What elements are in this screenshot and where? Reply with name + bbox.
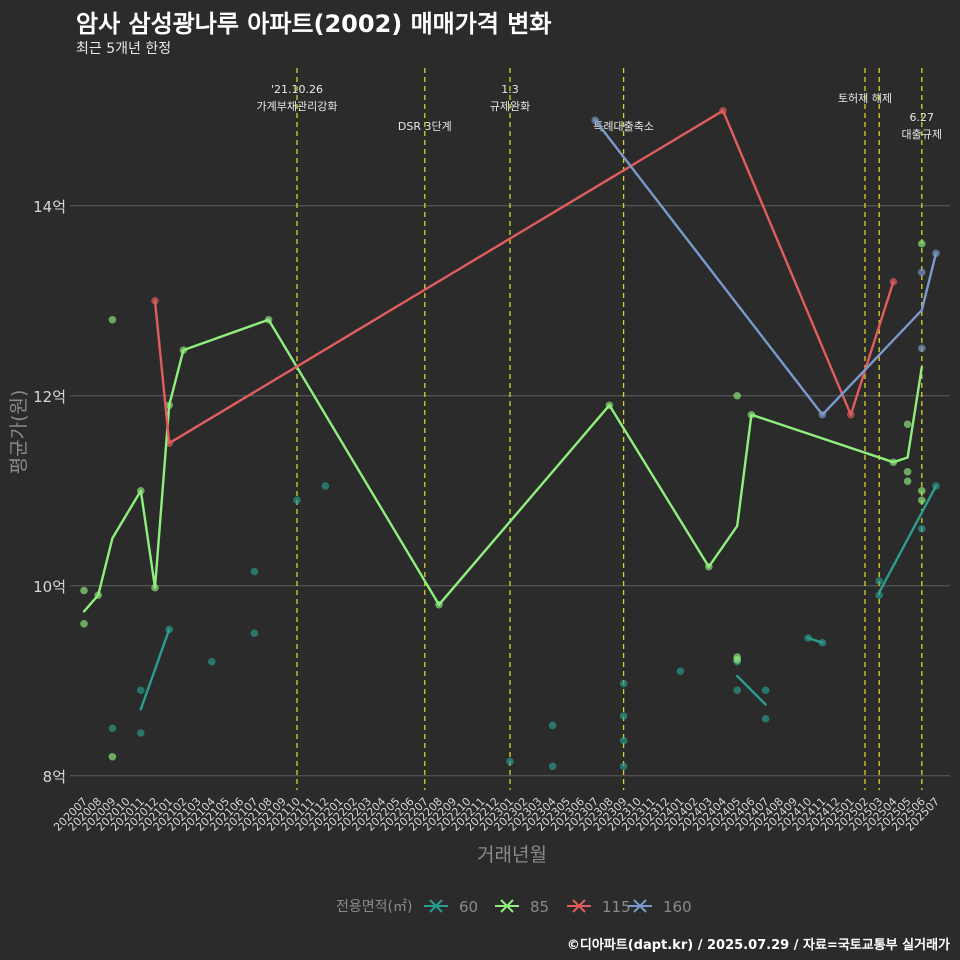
- data-point: [293, 496, 301, 505]
- data-point: [137, 729, 145, 737]
- event-label: 대출규제: [902, 128, 942, 141]
- series-line: [153, 109, 895, 445]
- series-lines: [82, 109, 938, 711]
- legend-title: 전용면적(㎡): [336, 899, 412, 915]
- legend-label: 115: [602, 898, 631, 916]
- y-axis-label: 평균가(원): [8, 390, 30, 475]
- data-point: [108, 752, 117, 761]
- data-point: [918, 486, 926, 495]
- legend-key-mark: [500, 899, 514, 913]
- data-point: [918, 239, 926, 248]
- series-line: [139, 628, 171, 711]
- y-axis: 8억 10억 12억 14억: [33, 198, 66, 786]
- series-line: [594, 118, 938, 416]
- y-tick-label: 8억: [43, 768, 66, 786]
- series-line: [736, 674, 767, 706]
- legend-key-mark: [633, 899, 647, 913]
- legend-label: 85: [530, 898, 549, 916]
- data-points: [80, 106, 940, 771]
- event-label: 특례대출축소: [593, 120, 654, 133]
- data-point: [918, 524, 926, 533]
- data-point: [208, 657, 216, 666]
- series-line: [807, 636, 824, 644]
- data-point: [619, 712, 628, 720]
- series-line: [82, 318, 923, 613]
- event-label: DSR 3단계: [398, 120, 452, 133]
- data-point: [918, 344, 926, 353]
- data-point: [918, 268, 926, 277]
- event-label: 토허제 해제: [838, 91, 892, 105]
- data-point: [903, 477, 912, 486]
- data-point: [733, 391, 741, 400]
- event-label: 1.3: [501, 83, 519, 96]
- y-tick-label: 12억: [33, 388, 66, 406]
- data-point: [108, 315, 117, 324]
- event-label: 6.27: [910, 111, 935, 124]
- data-point: [619, 679, 628, 688]
- chart-subtitle: 최근 5개년 한정: [76, 41, 172, 57]
- data-point: [903, 420, 912, 429]
- legend-key-mark: [572, 899, 586, 913]
- data-point: [250, 629, 259, 638]
- legend: 전용면적(㎡) 60 85 115 160: [336, 898, 692, 916]
- event-label: 규제완화: [490, 100, 530, 113]
- data-point: [761, 714, 770, 723]
- x-axis-label: 거래년월: [477, 844, 547, 866]
- data-point: [875, 577, 883, 585]
- chart-title: 암사 삼성광나루 아파트(2002) 매매가격 변화: [76, 10, 552, 38]
- legend-label: 160: [663, 898, 692, 916]
- data-point: [108, 724, 117, 733]
- data-point: [733, 656, 741, 664]
- data-point: [619, 762, 628, 771]
- data-point: [548, 721, 557, 730]
- data-point: [80, 619, 88, 628]
- data-point: [676, 667, 685, 676]
- data-point: [733, 686, 741, 695]
- data-point: [761, 686, 770, 695]
- y-tick-label: 14억: [33, 198, 66, 216]
- data-point: [321, 482, 330, 490]
- x-axis: 2020072020082020092020102020112020122021…: [51, 795, 942, 834]
- series-line: [878, 484, 938, 594]
- legend-key-mark: [429, 899, 443, 913]
- y-tick-label: 10억: [33, 578, 66, 596]
- event-label: '21.10.26: [271, 83, 323, 96]
- data-point: [918, 496, 926, 505]
- data-point: [506, 757, 514, 766]
- data-point: [250, 567, 259, 576]
- data-point: [80, 586, 88, 595]
- data-point: [903, 467, 912, 476]
- data-point: [137, 686, 145, 695]
- event-label: 가계부채관리강화: [257, 100, 338, 113]
- data-point: [548, 762, 557, 771]
- source-caption: ©디아파트(dapt.kr) / 2025.07.29 / 자료=국토교통부 실…: [566, 938, 950, 953]
- legend-label: 60: [459, 898, 478, 916]
- data-point: [619, 736, 628, 745]
- data-point: [875, 591, 883, 600]
